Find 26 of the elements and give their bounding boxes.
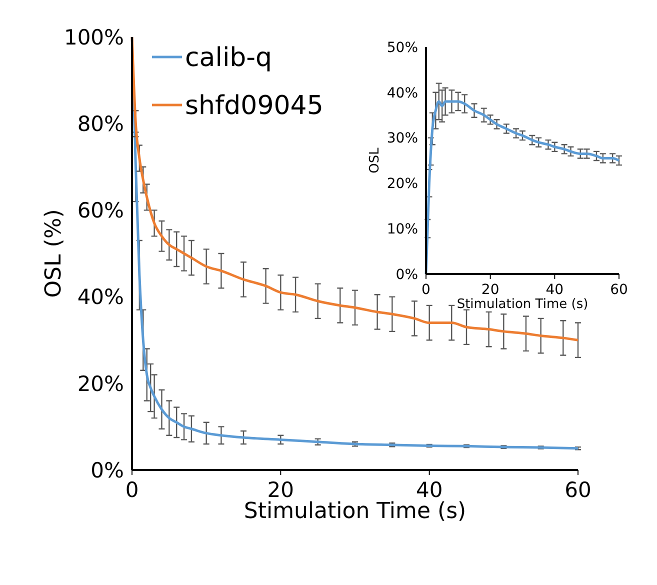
x-tick-label: 20 bbox=[481, 282, 500, 298]
x-axis-title: Stimulation Time (s) bbox=[456, 297, 588, 312]
legend-label: calib-q bbox=[185, 43, 272, 74]
legend-label: shfd09045 bbox=[185, 91, 324, 122]
y-axis-title: OSL bbox=[367, 146, 382, 174]
y-tick-label: 10% bbox=[386, 222, 418, 238]
y-tick-label: 40% bbox=[77, 285, 124, 310]
y-tick-label: 50% bbox=[386, 40, 418, 56]
y-tick-label: 100% bbox=[64, 25, 124, 50]
y-tick-label: 30% bbox=[386, 130, 418, 147]
y-tick-label: 60% bbox=[77, 198, 124, 223]
y-tick-label: 20% bbox=[77, 372, 124, 396]
y-tick-label: 20% bbox=[386, 176, 418, 192]
x-tick-label: 60 bbox=[610, 282, 628, 298]
x-axis-title: Stimulation Time (s) bbox=[244, 499, 466, 524]
y-tick-label: 80% bbox=[77, 112, 124, 136]
y-tick-label: 0% bbox=[90, 458, 124, 482]
x-tick-label: 60 bbox=[564, 478, 592, 502]
x-tick-label: 0 bbox=[422, 282, 430, 298]
x-tick-label: 40 bbox=[546, 282, 564, 298]
x-tick-label: 0 bbox=[125, 478, 139, 502]
y-axis-title: OSL (%) bbox=[42, 209, 67, 298]
y-tick-label: 40% bbox=[386, 85, 418, 102]
x-tick-label: 20 bbox=[267, 478, 294, 502]
y-tick-label: 0% bbox=[396, 266, 418, 283]
x-tick-label: 40 bbox=[416, 478, 443, 502]
